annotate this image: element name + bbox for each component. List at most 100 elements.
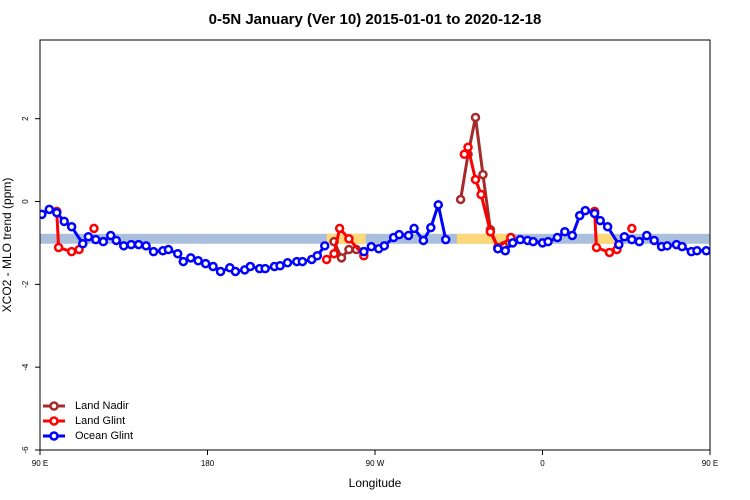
point [105,230,116,241]
point [459,149,470,160]
point [455,194,466,205]
point [334,223,345,234]
point [245,261,256,272]
point [580,205,591,216]
point [329,248,339,259]
y-axis-label: XCO2 - MLO trend (ppm) [0,178,14,313]
point [66,222,77,232]
point [359,246,369,257]
y-tick-label: 0 [21,199,30,204]
point [40,209,47,220]
point [83,231,94,242]
point [649,235,659,246]
point [692,246,702,256]
point [662,241,672,251]
point [163,244,174,255]
point [543,236,553,247]
plot [40,112,710,277]
point [91,234,101,245]
point [595,215,605,226]
point [478,169,488,180]
point [602,222,613,232]
point [321,254,332,265]
point [119,241,129,251]
point [312,251,323,261]
point [52,207,62,218]
point [426,222,436,233]
point [641,230,652,241]
x-tick-label: 90 E [32,459,48,468]
point [366,241,377,252]
point [634,236,645,247]
x-tick-label: 180 [201,459,215,468]
point [440,234,451,245]
y-tick-label: -4 [21,363,30,371]
chart-title: 0-5N January (Ver 10) 2015-01-01 to 2020… [209,11,542,28]
point [470,112,481,123]
legend-marker [49,416,59,426]
legend-label: Land Nadir [75,400,129,412]
legend-label: Ocean Glint [75,430,133,442]
point [44,204,55,215]
point [567,230,578,241]
point [485,226,496,237]
point [677,241,687,252]
point [66,246,77,257]
point [320,241,330,251]
point [493,243,503,254]
point [178,256,189,267]
point [403,230,414,241]
point [409,223,419,234]
point [394,229,404,240]
land-segment [456,233,511,244]
point [53,242,64,253]
legend-marker [49,401,59,411]
point [627,234,637,245]
point [574,210,585,221]
point [379,241,390,251]
point [215,266,226,277]
point [208,261,218,272]
point [172,248,183,259]
point [470,174,481,185]
point [78,239,88,249]
point [126,239,136,250]
point [344,244,354,255]
point [282,258,293,268]
point [344,234,354,244]
point [701,246,710,256]
point [528,236,538,247]
land-segment [594,233,616,244]
point [297,256,308,267]
point [500,246,511,256]
x-axis-label: Longitude [349,476,402,490]
point [193,255,203,266]
point [111,235,122,246]
point [141,241,151,251]
point [433,200,444,210]
point [336,253,347,263]
point [614,239,624,250]
y-tick-label: 2 [21,116,30,121]
point [89,223,99,234]
y-tick-label: -6 [21,446,30,454]
point [186,253,196,263]
point [552,232,563,243]
legend-label: Land Glint [75,415,125,427]
y-tick-label: -2 [21,280,30,288]
point [148,246,159,257]
point [200,258,211,269]
point [627,223,637,234]
point [463,142,473,153]
band [40,233,710,244]
point [507,238,518,248]
x-tick-label: 0 [540,459,545,468]
point [476,189,486,200]
point [591,242,602,253]
point [619,231,630,242]
point [275,260,285,271]
point [589,208,600,219]
point [230,266,241,277]
point [133,239,144,250]
x-tick-label: 90 E [702,459,718,468]
